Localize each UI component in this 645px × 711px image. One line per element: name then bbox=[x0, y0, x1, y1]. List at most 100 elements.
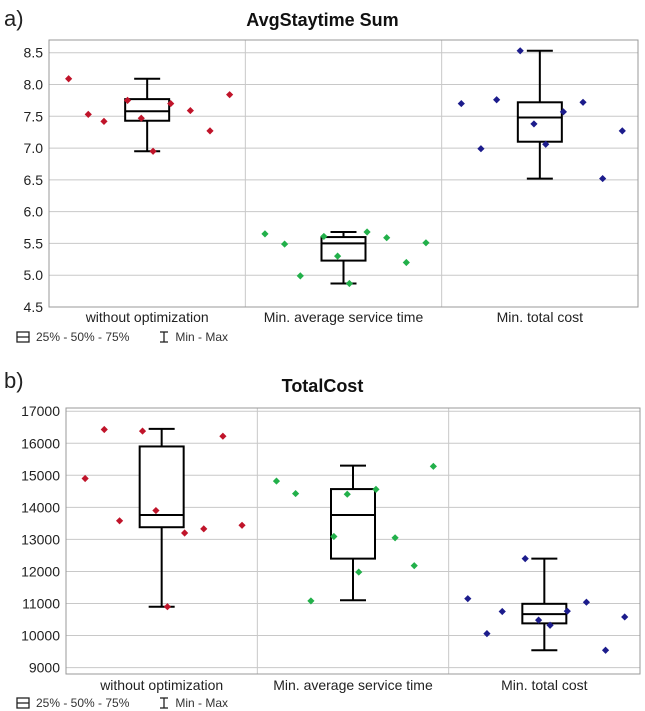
data-point bbox=[521, 555, 529, 563]
box-legend-icon bbox=[16, 331, 30, 343]
data-point bbox=[167, 99, 175, 108]
data-point bbox=[579, 98, 587, 106]
data-point bbox=[65, 75, 73, 83]
y-tick-label: 4.5 bbox=[24, 299, 44, 315]
chart-panel-a: a) AvgStaytime Sum 4.5 5.0 5.5 6.0 6.5 7.0 7.5… bbox=[0, 0, 645, 355]
data-point bbox=[457, 99, 465, 108]
legend-whisker-label: Min - Max bbox=[175, 330, 229, 344]
x-category-label: without optimization bbox=[85, 309, 209, 325]
data-point bbox=[238, 521, 246, 529]
data-point bbox=[181, 529, 189, 537]
data-point bbox=[483, 630, 491, 638]
iqr-box bbox=[330, 488, 376, 560]
y-tick-label: 10000 bbox=[21, 628, 60, 644]
plot-frame bbox=[48, 39, 639, 308]
y-tick-label: 9000 bbox=[29, 660, 60, 676]
y-tick-label: 6.5 bbox=[24, 172, 44, 188]
legend: 25% - 50% - 75% Min - Max bbox=[16, 696, 228, 710]
y-tick-label: 13000 bbox=[21, 531, 60, 547]
x-category-label: Min. total cost bbox=[497, 309, 583, 325]
whisker-legend-icon bbox=[160, 331, 169, 343]
data-point bbox=[206, 127, 214, 135]
y-tick-label: 11000 bbox=[22, 595, 60, 611]
y-tick-label: 7.0 bbox=[24, 140, 44, 156]
box-0 bbox=[65, 75, 234, 155]
iqr-box bbox=[124, 98, 171, 122]
y-tick-label: 6.0 bbox=[24, 204, 44, 220]
legend-box-label: 25% - 50% - 75% bbox=[36, 696, 130, 710]
y-tick-label: 5.5 bbox=[24, 235, 44, 251]
data-point bbox=[355, 568, 363, 576]
data-point bbox=[618, 127, 626, 135]
data-point bbox=[599, 174, 607, 183]
data-point bbox=[363, 228, 371, 236]
box-plot-totalcost: 9000 10000 11000 12000 13000 14000 15000 16000 1… bbox=[21, 403, 641, 693]
data-point bbox=[601, 646, 610, 654]
chart-panel-b: b) TotalCost 9000 10000 11000 12000 13000 140… bbox=[0, 360, 645, 711]
iqr-box bbox=[320, 236, 367, 262]
plot-frame bbox=[65, 407, 641, 675]
data-point bbox=[261, 230, 269, 238]
data-point bbox=[516, 47, 524, 55]
data-point bbox=[200, 525, 208, 533]
y-tick-label: 12000 bbox=[21, 563, 60, 579]
x-category-label: Min. total cost bbox=[501, 677, 587, 693]
data-point bbox=[429, 462, 437, 470]
y-tick-label: 14000 bbox=[21, 499, 60, 515]
box-legend-icon bbox=[16, 697, 30, 709]
data-point bbox=[123, 96, 132, 104]
y-tick-label: 5.0 bbox=[24, 267, 44, 283]
whisker-legend-icon bbox=[160, 697, 169, 709]
data-point bbox=[163, 603, 172, 611]
panel-tag: b) bbox=[4, 368, 24, 393]
chart-title: TotalCost bbox=[281, 376, 364, 396]
data-point bbox=[372, 485, 380, 494]
y-tick-label: 17000 bbox=[21, 403, 60, 419]
legend-whisker-label: Min - Max bbox=[175, 696, 229, 710]
y-tick-label: 15000 bbox=[21, 467, 60, 483]
data-point bbox=[272, 477, 281, 485]
data-point bbox=[546, 621, 554, 629]
data-point bbox=[219, 432, 227, 440]
data-point bbox=[115, 517, 124, 525]
box-plot-avgstaytime: 4.5 5.0 5.5 6.0 6.5 7.0 7.5 8.0 8.5 without optim… bbox=[24, 39, 639, 325]
data-point bbox=[498, 607, 506, 616]
data-point bbox=[320, 232, 328, 241]
y-tick-label: 8.5 bbox=[24, 45, 44, 61]
data-point bbox=[81, 474, 89, 483]
data-point bbox=[100, 117, 108, 125]
data-point bbox=[422, 239, 430, 247]
data-point bbox=[383, 234, 391, 242]
data-point bbox=[137, 114, 145, 122]
data-point bbox=[621, 613, 629, 621]
data-point bbox=[100, 425, 108, 434]
data-point bbox=[530, 120, 538, 128]
panel-tag: a) bbox=[4, 6, 24, 31]
iqr-box bbox=[516, 101, 563, 143]
data-point bbox=[477, 145, 485, 153]
y-tick-label: 16000 bbox=[21, 435, 60, 451]
data-point bbox=[402, 258, 410, 267]
data-point bbox=[138, 427, 147, 435]
data-point bbox=[542, 140, 550, 148]
x-category-label: Min. average service time bbox=[264, 309, 424, 325]
data-point bbox=[345, 279, 353, 288]
data-point bbox=[226, 91, 234, 99]
chart-title: AvgStaytime Sum bbox=[246, 10, 399, 30]
legend-box-label: 25% - 50% - 75% bbox=[36, 330, 130, 344]
box-1 bbox=[272, 462, 437, 605]
box-2 bbox=[464, 555, 629, 654]
x-category-label: without optimization bbox=[99, 677, 223, 693]
data-point bbox=[410, 562, 418, 570]
data-point bbox=[534, 616, 543, 624]
x-category-label: Min. average service time bbox=[273, 677, 433, 693]
data-point bbox=[464, 595, 472, 603]
legend: 25% - 50% - 75% Min - Max bbox=[16, 330, 228, 344]
data-point bbox=[582, 598, 591, 606]
y-tick-label: 7.5 bbox=[24, 108, 44, 124]
box-2 bbox=[457, 47, 626, 183]
data-point bbox=[84, 110, 92, 118]
data-point bbox=[391, 534, 399, 542]
data-point bbox=[559, 108, 567, 116]
iqr-box bbox=[138, 445, 185, 529]
